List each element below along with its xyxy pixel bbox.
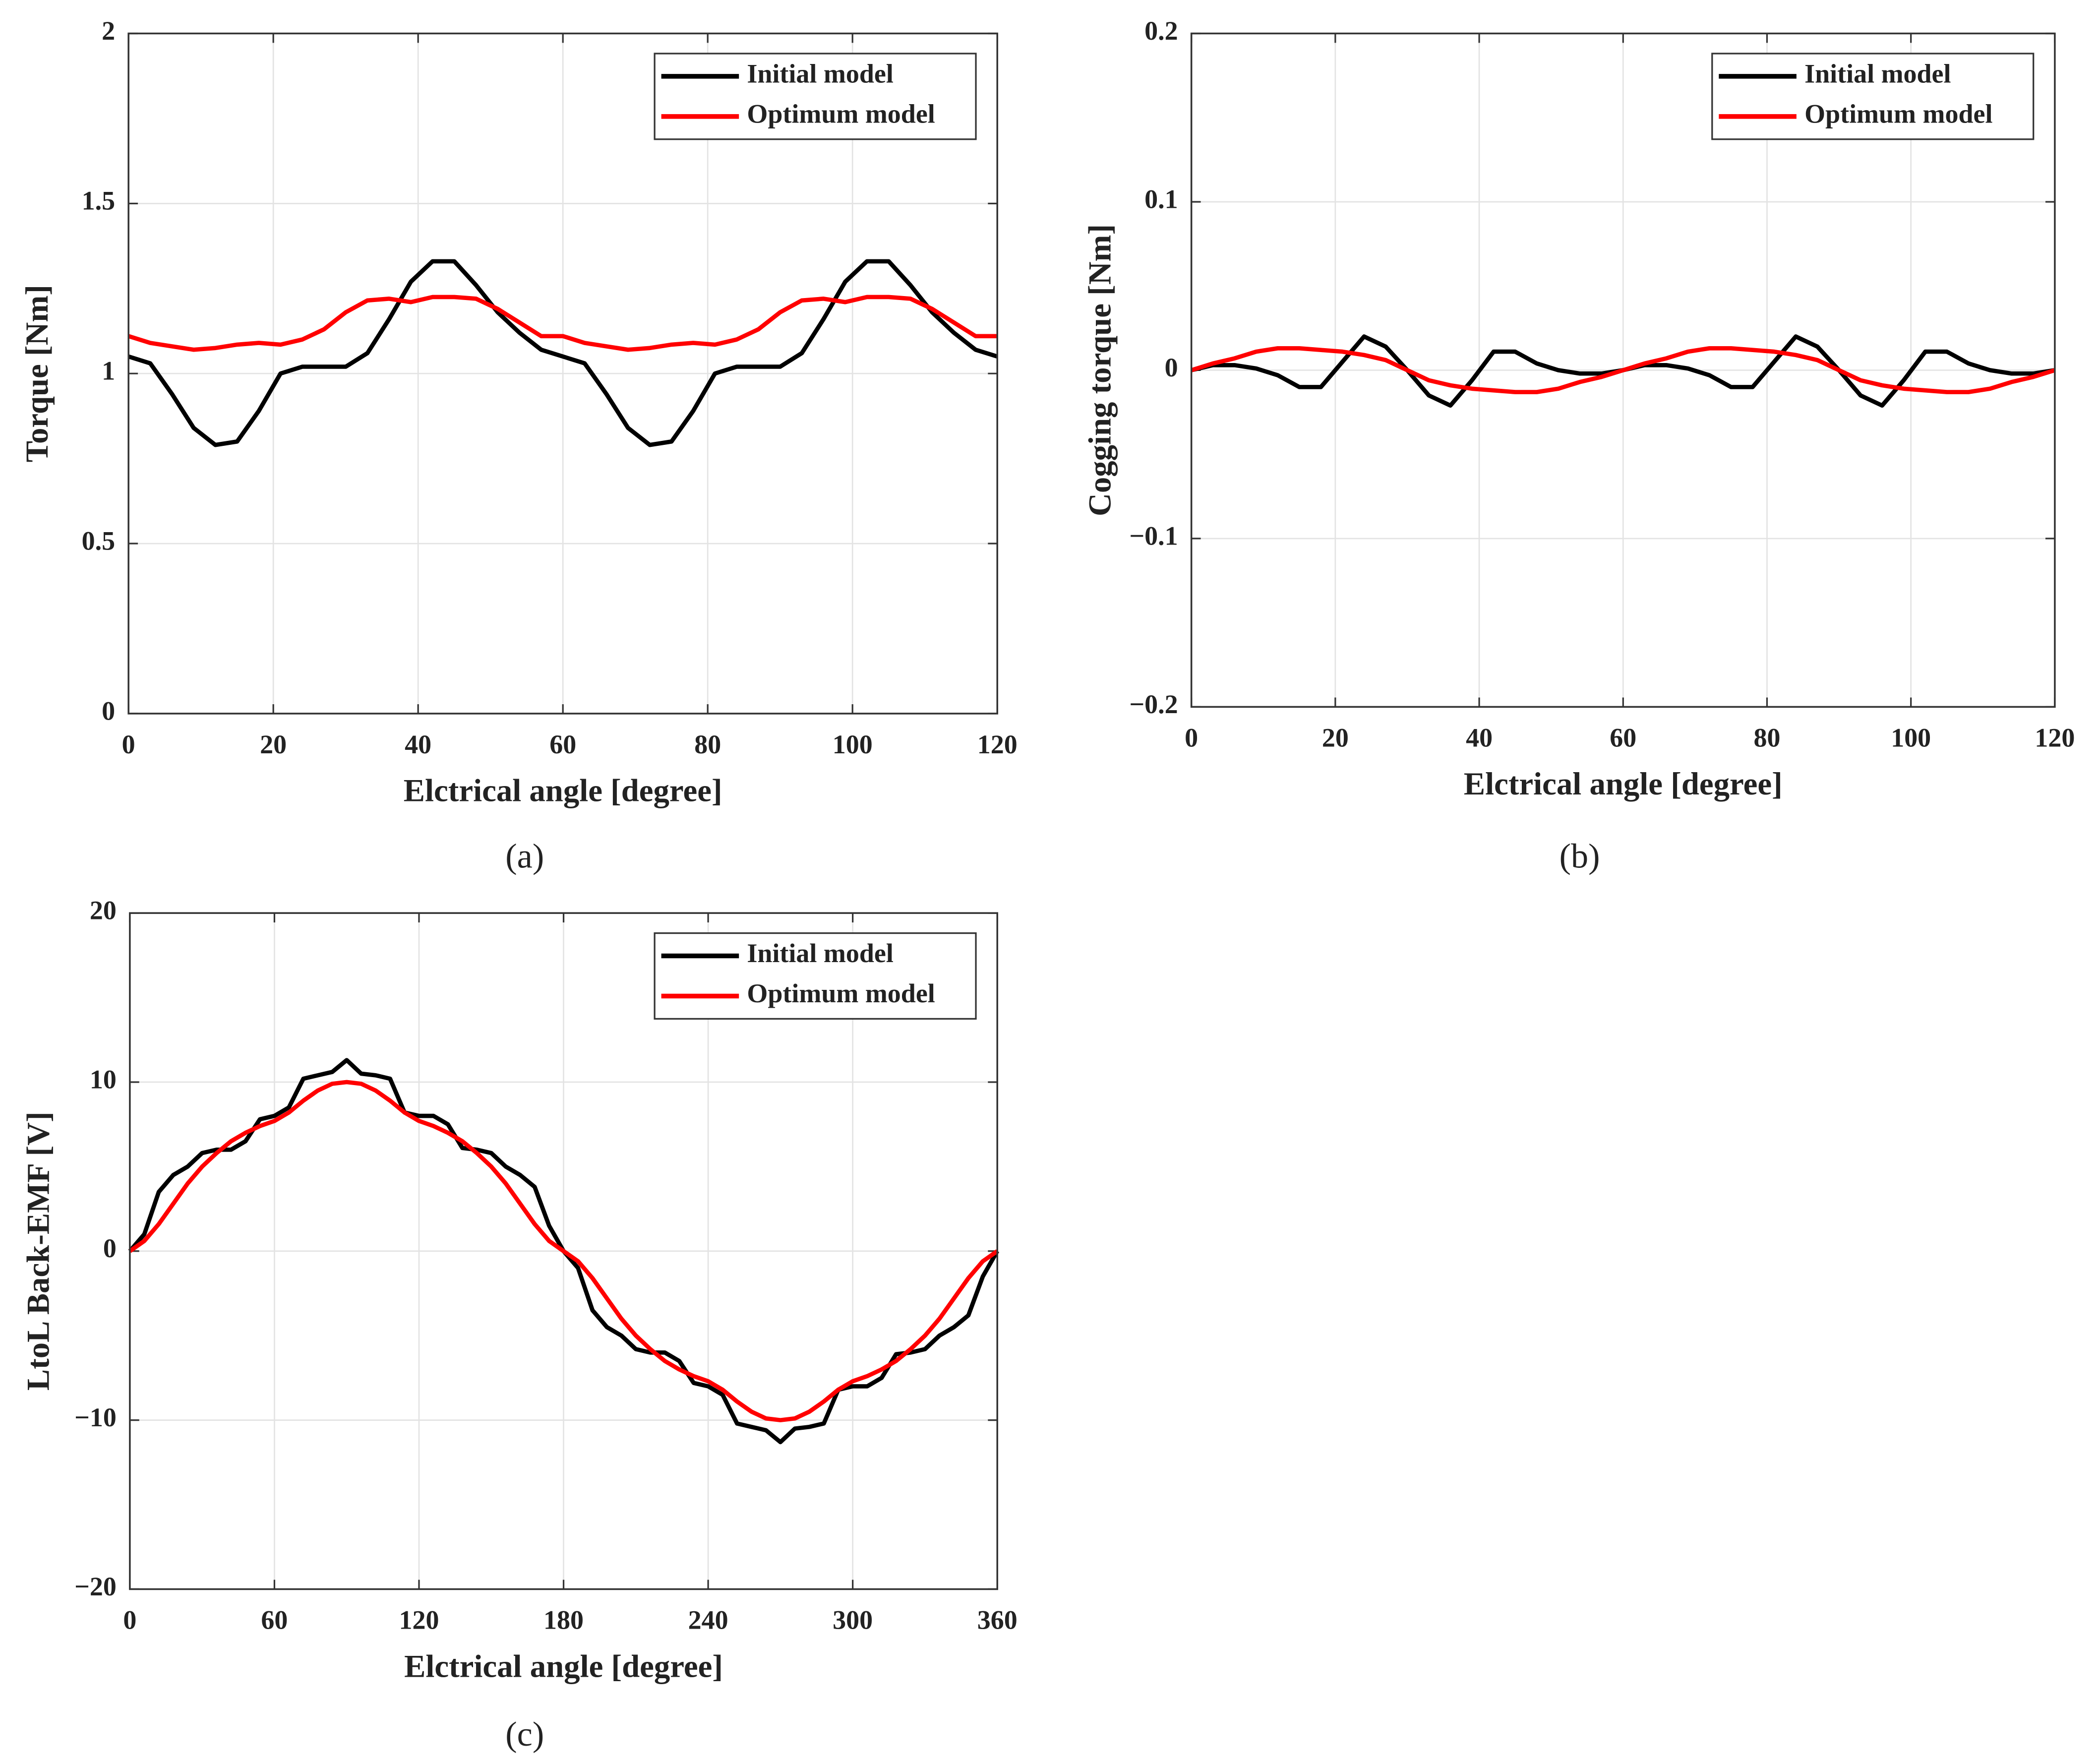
x-tick-label: 0 xyxy=(1185,723,1198,752)
legend-box xyxy=(654,932,977,1020)
data-line xyxy=(128,1080,999,1422)
y-tick-label: −0.1 xyxy=(1129,521,1178,550)
x-tick-label: 40 xyxy=(1466,723,1493,752)
plot-frame xyxy=(129,912,998,1590)
caption: (c) xyxy=(505,1715,544,1754)
caption: (b) xyxy=(1559,837,1600,875)
y-tick-label: 2 xyxy=(102,16,115,46)
legend-label: Optimum model xyxy=(747,99,935,128)
data-line xyxy=(1191,346,2056,394)
y-axis-label: Torque [Nm] xyxy=(19,285,55,462)
x-tick-label: 180 xyxy=(543,1605,584,1635)
x-axis-label: Elctrical angle [degree] xyxy=(1464,766,1783,802)
legend-label: Initial model xyxy=(1804,59,1951,88)
y-tick-label: 0.5 xyxy=(82,526,115,555)
x-tick-label: 40 xyxy=(405,730,431,759)
legend-label: Optimum model xyxy=(747,978,935,1008)
y-tick-label: 10 xyxy=(90,1064,117,1094)
x-tick-label: 0 xyxy=(122,730,135,759)
x-tick-label: 120 xyxy=(399,1605,439,1635)
x-tick-label: 240 xyxy=(688,1605,728,1635)
x-axis-label: Elctrical angle [degree] xyxy=(404,1648,723,1684)
x-tick-label: 20 xyxy=(260,730,287,759)
y-tick-label: 0 xyxy=(1165,353,1178,382)
y-tick-label: −20 xyxy=(74,1572,117,1601)
data-line xyxy=(127,295,998,352)
y-tick-label: 0.1 xyxy=(1144,184,1178,214)
y-tick-label: 1 xyxy=(102,356,115,386)
plot-frame xyxy=(1190,32,2056,708)
x-tick-label: 100 xyxy=(1891,723,1931,752)
caption: (a) xyxy=(505,837,544,875)
y-axis-label: Cogging torque [Nm] xyxy=(1082,224,1118,516)
x-axis-label: Elctrical angle [degree] xyxy=(404,773,722,809)
y-tick-label: 0 xyxy=(103,1233,117,1263)
x-tick-label: 300 xyxy=(833,1605,873,1635)
data-line xyxy=(127,259,998,447)
x-tick-label: 360 xyxy=(977,1605,1018,1635)
x-tick-label: 60 xyxy=(549,730,576,759)
x-tick-label: 20 xyxy=(1322,723,1349,752)
x-tick-label: 80 xyxy=(694,730,721,759)
x-tick-label: 60 xyxy=(1610,723,1636,752)
legend-box xyxy=(1711,53,2035,140)
legend-label: Optimum model xyxy=(1804,99,1992,128)
x-tick-label: 60 xyxy=(261,1605,288,1635)
y-tick-label: 0 xyxy=(102,696,115,726)
legend-box xyxy=(654,53,977,140)
x-tick-label: 100 xyxy=(833,730,873,759)
y-tick-label: 20 xyxy=(90,896,117,925)
y-tick-label: 1.5 xyxy=(82,186,115,216)
legend-label: Initial model xyxy=(747,59,893,88)
y-tick-label: −10 xyxy=(74,1402,117,1432)
y-tick-label: −0.2 xyxy=(1129,689,1178,719)
plot-frame xyxy=(127,32,998,715)
x-tick-label: 80 xyxy=(1753,723,1780,752)
x-tick-label: 120 xyxy=(977,730,1018,759)
y-tick-label: 0.2 xyxy=(1144,16,1178,46)
y-axis-label: LtoL Back-EMF [V] xyxy=(21,1111,57,1391)
legend-label: Initial model xyxy=(747,938,893,968)
x-tick-label: 120 xyxy=(2035,723,2075,752)
x-tick-label: 0 xyxy=(123,1605,136,1635)
